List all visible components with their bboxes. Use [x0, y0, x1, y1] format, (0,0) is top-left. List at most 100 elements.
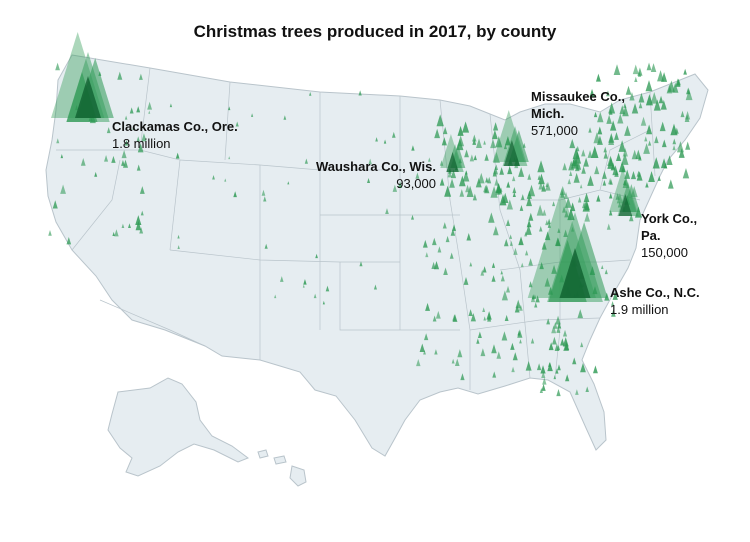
tree-icon	[624, 169, 631, 179]
tree-icon	[527, 173, 532, 180]
tree-icon	[422, 239, 428, 248]
tree-icon	[595, 73, 601, 82]
tree-icon	[645, 80, 653, 92]
tree-icon	[274, 294, 277, 299]
tree-icon	[302, 284, 305, 288]
tree-icon	[385, 208, 389, 215]
tree-icon	[622, 177, 630, 188]
tree-icon	[228, 156, 231, 160]
tree-icon	[468, 309, 473, 317]
tree-icon	[128, 223, 131, 228]
tree-icon	[657, 175, 661, 181]
tree-icon	[518, 304, 523, 311]
tree-icon	[606, 223, 611, 230]
tree-icon	[391, 131, 396, 138]
tree-icon	[175, 152, 180, 159]
tree-icon	[552, 336, 557, 345]
tree-icon	[637, 71, 642, 77]
tree-icon	[567, 178, 571, 185]
tree-icon	[685, 89, 693, 101]
tree-icon	[477, 331, 482, 339]
tree-icon	[505, 285, 511, 293]
tree-icon	[632, 64, 639, 75]
tree-icon	[542, 377, 547, 385]
tree-icon	[506, 181, 511, 188]
county-name-line1: Missaukee Co.,	[531, 89, 625, 104]
tree-icon	[629, 91, 635, 101]
tree-icon	[564, 342, 570, 351]
tree-icon	[617, 113, 624, 124]
tree-icon	[264, 243, 268, 249]
county-label-missaukee: Missaukee Co., Mich. 571,000	[531, 88, 625, 139]
tree-icon	[533, 294, 537, 299]
tree-icon	[55, 62, 60, 71]
tree-icon	[488, 212, 495, 223]
tree-icon	[450, 228, 456, 236]
tree-icon	[472, 193, 477, 201]
tree-icon	[511, 366, 515, 373]
tree-icon	[593, 111, 598, 118]
tree-icon	[539, 262, 544, 270]
county-name: Ashe Co., N.C.	[610, 285, 700, 300]
county-name-line2: Pa.	[641, 228, 661, 243]
tree-icon	[483, 140, 486, 145]
tree-icon	[114, 229, 119, 237]
tree-icon	[437, 246, 442, 253]
tree-icon	[450, 169, 457, 179]
tree-icon	[419, 343, 425, 353]
tree-icon	[138, 73, 143, 80]
hawaii-island-2	[273, 455, 287, 465]
tree-icon	[534, 302, 538, 308]
tree-icon	[565, 374, 570, 382]
county-label-clackamas: Clackamas Co., Ore. 1.8 million	[112, 118, 238, 152]
tree-icon	[432, 315, 437, 322]
tree-icon	[476, 338, 480, 344]
tree-icon	[564, 197, 572, 208]
tree-icon	[478, 172, 485, 184]
tree-icon	[439, 160, 444, 166]
tree-icon	[562, 329, 568, 337]
tree-icon	[141, 133, 147, 142]
tree-icon	[147, 101, 153, 110]
tree-icon	[569, 170, 573, 176]
tree-icon	[663, 163, 668, 169]
tree-icon	[129, 107, 134, 114]
tree-icon	[618, 140, 626, 152]
tree-icon	[520, 194, 525, 200]
tree-icon	[124, 115, 128, 120]
tree-icon	[94, 171, 98, 177]
tree-icon	[80, 158, 86, 166]
tree-icon	[518, 166, 525, 177]
tree-icon	[535, 295, 540, 303]
tree-icon	[504, 135, 511, 146]
tree-icon	[631, 103, 639, 114]
tree-icon	[580, 362, 586, 373]
tree-icon	[261, 189, 266, 196]
tree-icon	[582, 200, 590, 212]
county-name-line2: Mich.	[531, 106, 565, 121]
tree-icon	[457, 125, 464, 136]
tree-icon	[618, 161, 626, 173]
tree-icon	[538, 181, 544, 190]
tree-icon	[383, 139, 387, 144]
tree-icon	[557, 227, 561, 233]
tree-icon	[449, 252, 454, 259]
tree-icon	[571, 226, 575, 232]
tree-icon	[482, 307, 486, 312]
tree-icon	[425, 302, 431, 311]
tree-icon	[608, 177, 613, 185]
tree-icon	[603, 146, 607, 153]
tree-icon	[597, 126, 603, 135]
tree-icon	[569, 138, 576, 149]
tree-icon	[557, 364, 561, 371]
tree-icon	[472, 134, 477, 142]
tree-icon	[121, 149, 127, 159]
tree-icon	[539, 387, 543, 393]
tree-icon	[434, 128, 441, 139]
tree-icon	[672, 144, 676, 151]
tree-icon	[501, 331, 508, 341]
tree-icon	[263, 196, 267, 202]
tree-icon	[442, 222, 447, 229]
tree-icon	[608, 209, 613, 216]
tree-icon	[638, 92, 645, 103]
